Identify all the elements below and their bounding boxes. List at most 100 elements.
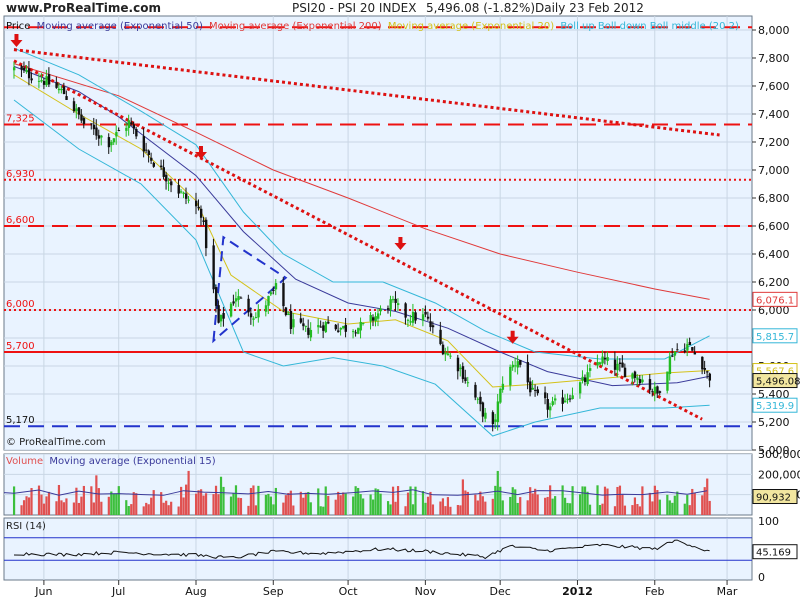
candle-body	[571, 395, 574, 400]
candle-body	[214, 287, 218, 306]
volume-bar	[673, 495, 676, 515]
candle-body	[676, 349, 679, 351]
candle-body	[165, 174, 168, 182]
volume-bar	[606, 488, 609, 515]
volume-bar	[549, 485, 552, 515]
volume-bar	[284, 495, 287, 515]
volume-bar	[82, 485, 85, 515]
price-tick-label: 5,000	[758, 444, 790, 457]
volume-bar	[706, 478, 709, 515]
candle-body	[396, 303, 400, 306]
candle-body	[145, 149, 148, 151]
time-tick-label: Aug	[185, 585, 206, 598]
legend-volume-ma: Moving average (Exponential 15)	[49, 456, 215, 467]
candle-body	[514, 365, 517, 367]
last-value-tag	[752, 397, 798, 413]
volume-bar	[72, 502, 76, 515]
candle-body	[691, 347, 694, 351]
volume-bar	[656, 490, 659, 515]
candle-body	[180, 191, 183, 193]
volume-bar	[302, 497, 305, 515]
candle-body	[282, 283, 285, 307]
volume-bar	[115, 493, 118, 515]
candle-body	[484, 412, 487, 419]
volume-bar	[691, 488, 694, 515]
candle-body	[309, 329, 313, 338]
volume-bar	[544, 497, 547, 515]
volume-bar	[147, 504, 150, 515]
price-tick-label: 7,200	[758, 136, 790, 149]
volume-bar	[481, 496, 484, 515]
volume-bar	[222, 486, 225, 515]
candle-body	[476, 398, 480, 400]
indicator-line	[13, 65, 710, 387]
volume-bar	[232, 493, 235, 515]
candle-body	[706, 371, 709, 373]
candle-body	[254, 317, 258, 319]
last-value-tag	[752, 373, 798, 389]
volume-bar	[170, 501, 173, 515]
volume-bar	[185, 484, 188, 515]
volume-bar	[459, 505, 462, 515]
candle-body	[546, 399, 549, 410]
candle-body	[302, 323, 305, 327]
volume-bar	[621, 494, 624, 515]
candle-body	[292, 319, 295, 328]
site-url[interactable]: www.ProRealTime.com	[6, 1, 161, 15]
candle-body	[394, 298, 397, 303]
candle-body	[651, 391, 654, 393]
volume-bar	[80, 496, 83, 515]
candle-body	[509, 366, 512, 386]
candle-body	[135, 128, 138, 137]
volume-bar	[257, 485, 260, 515]
candle-body	[636, 377, 639, 380]
candle-body	[130, 122, 133, 125]
candle-body	[693, 352, 697, 355]
volume-bar	[519, 497, 522, 515]
time-tick-label: Dec	[490, 585, 511, 598]
volume-bar	[75, 487, 78, 515]
down-arrow-icon	[194, 146, 207, 159]
indicator-line	[13, 63, 710, 300]
volume-bar	[292, 505, 295, 515]
candle-body	[529, 381, 532, 393]
volume-bar	[568, 503, 572, 515]
volume-bar	[117, 486, 120, 515]
volume-bar	[219, 476, 223, 515]
price-tick-label: 6,800	[758, 192, 790, 205]
volume-bar	[77, 502, 80, 515]
indicator-line	[13, 74, 710, 388]
candle-body	[464, 377, 467, 382]
volume-bar	[464, 490, 467, 515]
candle-body	[648, 379, 652, 390]
candle-body	[219, 314, 223, 322]
volume-bar	[107, 496, 110, 515]
time-tick-label: Mar	[717, 585, 738, 598]
candle-body	[269, 292, 273, 295]
volume-bar	[47, 491, 51, 515]
volume-bar	[456, 504, 459, 515]
candle-body	[237, 296, 240, 300]
volume-bar	[199, 489, 203, 515]
volume-bar	[217, 494, 220, 515]
candle-body	[22, 67, 26, 71]
candle-body	[55, 82, 58, 88]
candle-body	[334, 324, 338, 330]
last-value-label: 5,319.9	[756, 401, 794, 412]
volume-bar	[529, 487, 532, 515]
last-value-label: 6,076.1	[756, 295, 794, 306]
candle-body	[194, 200, 198, 207]
volume-bar	[22, 500, 26, 515]
candle-body	[267, 296, 270, 306]
volume-bar	[95, 475, 98, 515]
price-tick-label: 7,000	[758, 164, 790, 177]
candle-body	[491, 412, 495, 425]
price-plot: 7,325 6,930 6,600 6,000 5,700 5,170	[4, 26, 752, 437]
volume-bar	[561, 485, 564, 515]
volume-bar	[426, 496, 430, 515]
candle-body	[187, 199, 190, 201]
candle-body	[47, 74, 51, 85]
volume-bar	[229, 496, 233, 515]
volume-bar	[686, 494, 689, 515]
